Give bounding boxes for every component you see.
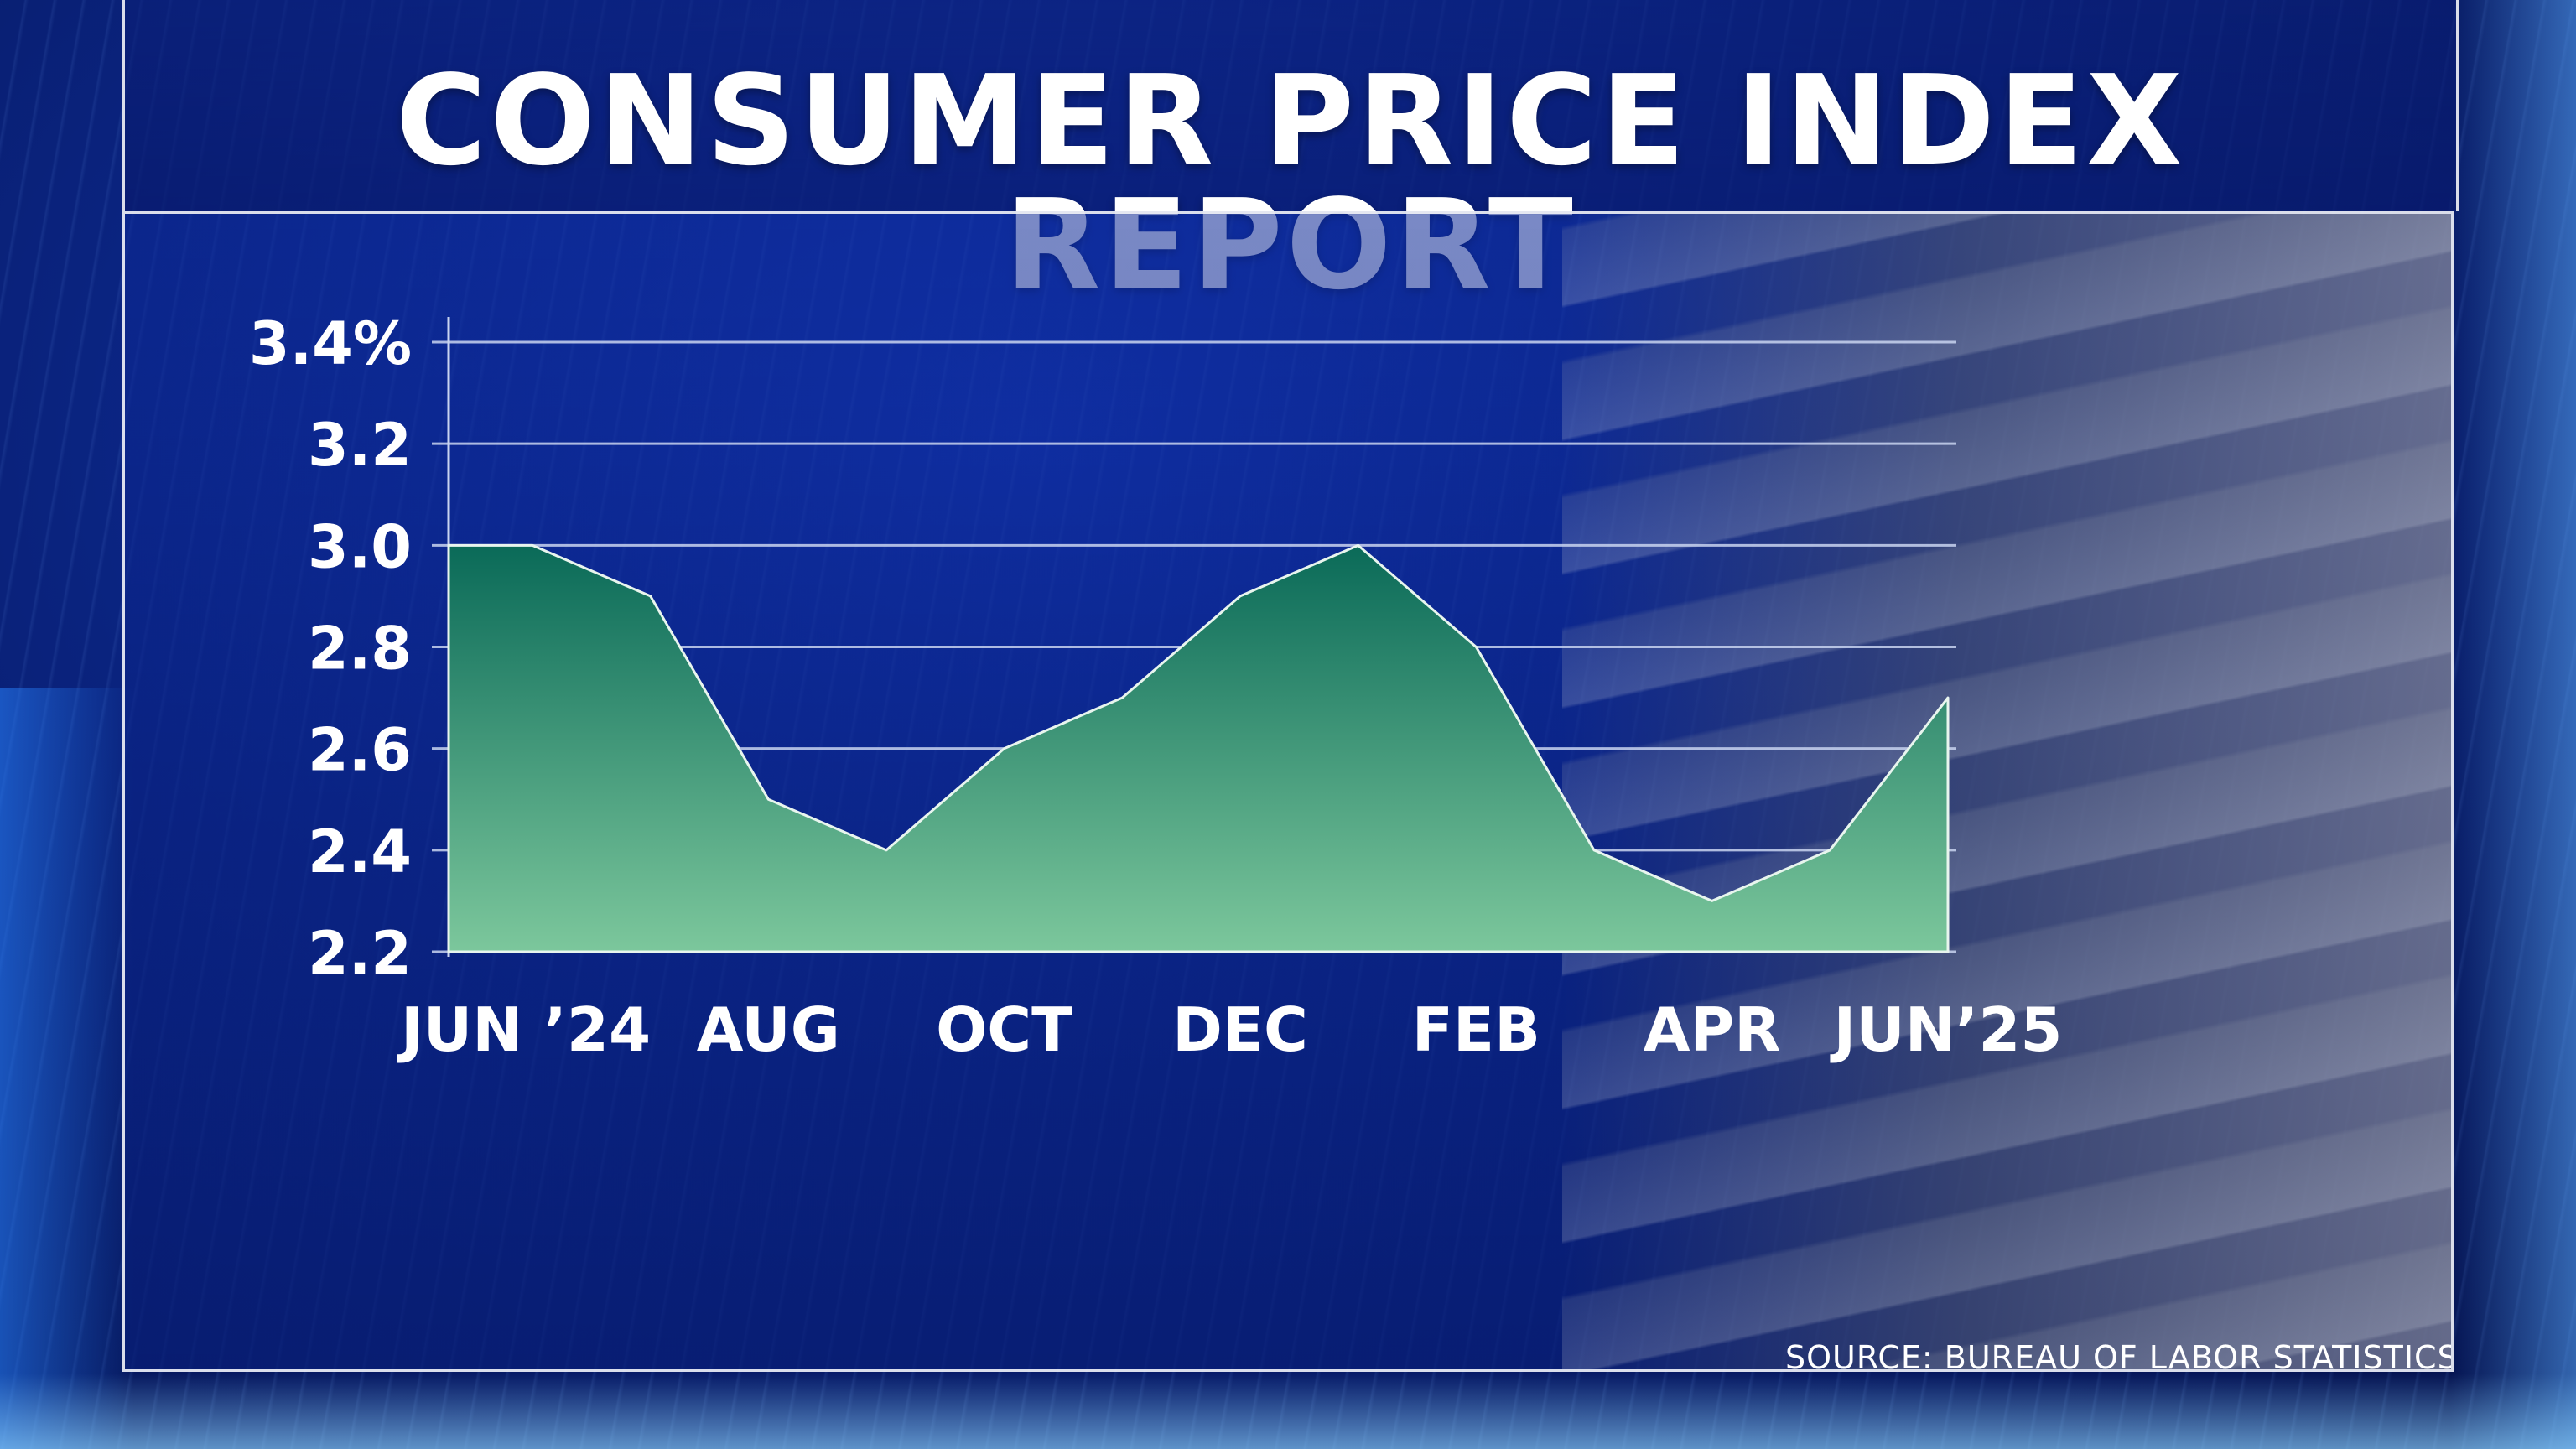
y-tick-label: 3.2 — [308, 411, 412, 480]
x-tick-label: JUN ’24 — [397, 995, 651, 1065]
x-axis-ticks: JUN ’24 AUG OCT DEC FEB APR JUN’25 — [397, 995, 2063, 1065]
x-tick-label: FEB — [1412, 995, 1540, 1065]
x-tick-label: AUG — [697, 995, 840, 1065]
background-glow-bottom — [0, 1374, 2576, 1449]
background-glow-left — [0, 688, 134, 1449]
y-axis-ticks: 3.4% 3.2 3.0 2.8 2.6 2.4 2.2 — [249, 309, 412, 988]
y-tick-label: 2.2 — [308, 919, 412, 988]
area-layer — [447, 543, 1950, 953]
x-tick-label: JUN’25 — [1829, 995, 2062, 1065]
y-tick-label: 2.8 — [308, 615, 412, 683]
source-label: SOURCE: BUREAU OF LABOR STATISTICS — [1785, 1339, 2454, 1372]
x-tick-label: OCT — [936, 995, 1072, 1065]
y-tick-label: 3.0 — [308, 512, 412, 581]
x-tick-label: DEC — [1172, 995, 1308, 1065]
y-tick-label: 2.6 — [308, 716, 412, 785]
x-tick-label: APR — [1644, 995, 1781, 1065]
chart-panel: 3.4% 3.2 3.0 2.8 2.6 2.4 2.2 JUN ’24 AUG OCT DEC F… — [122, 211, 2454, 1372]
background-glow-right — [2450, 0, 2576, 1449]
cpi-area — [447, 543, 1950, 953]
title-panel: CONSUMER PRICE INDEX REPORT — [122, 0, 2459, 307]
cpi-area-chart: 3.4% 3.2 3.0 2.8 2.6 2.4 2.2 JUN ’24 AUG OCT DEC F… — [249, 309, 2063, 1065]
y-tick-label: 2.4 — [308, 818, 412, 886]
currency-background-image — [1562, 214, 2451, 1369]
y-tick-label: 3.4% — [249, 309, 412, 378]
